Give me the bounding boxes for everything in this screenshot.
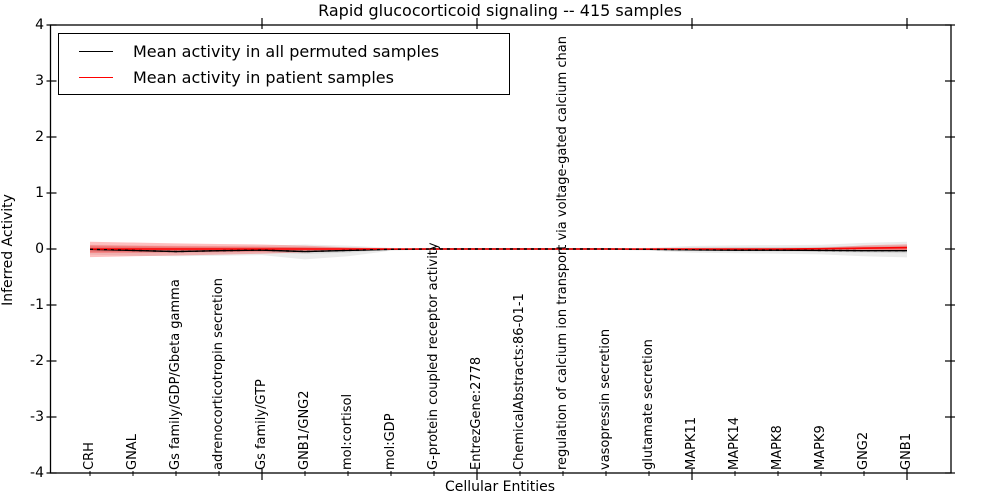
y-axis-label: Inferred Activity (0, 194, 16, 306)
patient-line-swatch-icon (79, 76, 113, 78)
x-tick-label: G-protein coupled receptor activity (426, 242, 441, 470)
y-tick-label: 2 (35, 129, 44, 145)
y-tick-label: 0 (35, 241, 44, 257)
x-tick-label: Gs family/GDP/Gbeta gamma (168, 279, 183, 470)
x-tick-label: glutamate secretion (641, 339, 656, 470)
y-tick-label: -3 (30, 409, 44, 425)
y-tick-label: 1 (35, 185, 44, 201)
x-tick-label: MAPK14 (727, 416, 742, 470)
x-tick-label: GNB1 (899, 433, 914, 470)
y-tick-label: -2 (30, 353, 44, 369)
x-tick-label: EntrezGene:2778 (469, 356, 484, 470)
x-tick-label: ChemicalAbstracts:86-01-1 (512, 293, 527, 470)
chart-title: Rapid glucocorticoid signaling -- 415 sa… (318, 1, 682, 20)
x-tick-label: MAPK9 (813, 425, 828, 470)
y-tick-label: 4 (35, 17, 44, 33)
x-tick-label: vasopressin secretion (598, 328, 613, 470)
y-tick-label: -4 (30, 465, 44, 481)
legend: Mean activity in all permuted samples Me… (58, 33, 510, 95)
y-tick-label: -1 (30, 297, 44, 313)
x-axis-label: Cellular Entities (444, 479, 556, 495)
permuted-band-outer (90, 241, 907, 260)
permuted-line-swatch-icon (79, 50, 113, 52)
x-tick-label: GNG2 (856, 431, 871, 470)
x-tick-label: GNAL (125, 434, 140, 470)
legend-label-patient: Mean activity in patient samples (133, 67, 394, 87)
x-tick-label: adrenocorticotropin secretion (211, 278, 226, 470)
x-tick-label: Gs family/GTP (254, 379, 269, 470)
x-tick-label: mol:cortisol (340, 393, 355, 470)
x-tick-label: GNB1/GNG2 (297, 390, 312, 470)
x-tick-label: regulation of calcium ion transport via … (555, 36, 570, 470)
legend-entry-permuted: Mean activity in all permuted samples (59, 42, 509, 61)
permuted-mean-line-dashes (89, 248, 907, 253)
x-tick-label: MAPK8 (770, 425, 785, 470)
legend-label-permuted: Mean activity in all permuted samples (133, 41, 440, 61)
x-tick-label: CRH (82, 442, 97, 470)
y-tick-label: 3 (35, 73, 44, 89)
legend-entry-patient: Mean activity in patient samples (59, 68, 509, 87)
x-tick-label: mol:GDP (383, 413, 398, 470)
x-tick-label: MAPK11 (684, 416, 699, 470)
